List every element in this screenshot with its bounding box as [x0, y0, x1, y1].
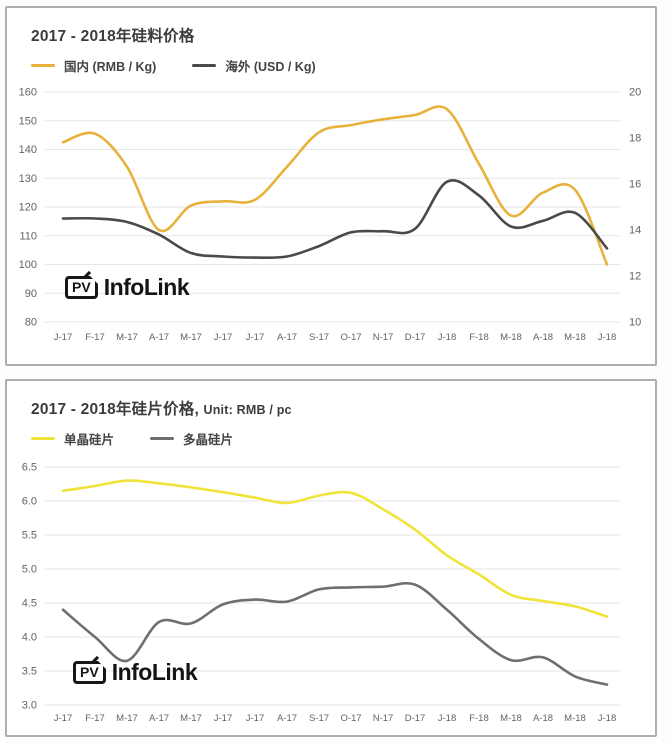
- y-axis-tick-left: 140: [19, 144, 37, 156]
- x-axis-tick: A-17: [277, 713, 297, 724]
- legend-label-overseas: 海外 (USD / Kg): [225, 60, 316, 74]
- x-axis-tick: M-18: [500, 713, 522, 724]
- x-axis-tick: M-18: [500, 332, 522, 343]
- y-axis-tick-right: 14: [629, 225, 641, 237]
- legend-item-overseas: 海外 (USD / Kg): [192, 56, 316, 75]
- chart2-title: 2017 - 2018年硅片价格, Unit: RMB / pc: [31, 397, 292, 419]
- y-axis-tick-left: 90: [25, 288, 37, 300]
- x-axis-tick: D-17: [405, 713, 426, 724]
- x-axis-tick: O-17: [340, 713, 361, 724]
- silicon-material-price-chart: 160 150 140 130 120 110 100 90 80 20 18 16 14 12 10 J-1…: [19, 87, 642, 344]
- y-axis-tick-left: 3.5: [22, 666, 37, 678]
- y-axis-tick-left: 80: [25, 317, 37, 329]
- x-axis-tick: S-17: [309, 713, 329, 724]
- pv-logo-icon: PV: [65, 276, 98, 299]
- silicon-wafer-price-chart: 6.5 6.0 5.5 5.0 4.5 4.0 3.5 3.0 J-17 F-17 M-17 A-17…: [22, 462, 621, 724]
- legend-label-mono-wafer: 单晶硅片: [64, 433, 115, 447]
- y-axis-tick-right: 18: [629, 133, 641, 145]
- legend-item-mono-wafer: 单晶硅片: [31, 429, 114, 448]
- chart2-legend: 单晶硅片 多晶硅片: [31, 429, 233, 448]
- legend-item-multi-wafer: 多晶硅片: [150, 429, 233, 448]
- y-axis-tick-left: 3.0: [22, 700, 37, 712]
- legend-item-domestic: 国内 (RMB / Kg): [31, 56, 156, 75]
- x-axis-tick: J-17: [54, 332, 72, 343]
- x-axis-tick: M-18: [564, 713, 586, 724]
- x-axis-tick: F-17: [85, 332, 105, 343]
- x-axis-tick: J-17: [246, 713, 264, 724]
- x-axis-tick: M-17: [180, 332, 202, 343]
- x-axis-tick: M-17: [116, 713, 138, 724]
- x-axis-tick: D-17: [405, 332, 426, 343]
- y-axis-tick-right: 10: [629, 317, 641, 329]
- y-axis-tick-left: 160: [19, 87, 37, 99]
- legend-swatch-mono-wafer: [31, 436, 55, 441]
- pvinfolink-logo-text: InfoLink: [103, 274, 190, 300]
- x-axis-tick: F-17: [85, 713, 105, 724]
- series-line: [61, 179, 609, 260]
- x-axis-tick: J-18: [598, 332, 616, 343]
- x-axis-tick: J-17: [246, 332, 264, 343]
- y-axis-tick-right: 12: [629, 271, 641, 283]
- series-line: [61, 105, 609, 266]
- x-axis-tick: J-17: [214, 713, 232, 724]
- x-axis-tick: N-17: [373, 332, 394, 343]
- y-axis-tick-right: 16: [629, 179, 641, 191]
- y-axis-tick-left: 4.0: [22, 632, 37, 644]
- x-axis-tick: A-17: [149, 332, 169, 343]
- y-axis-tick-left: 5.5: [22, 530, 37, 542]
- legend-swatch-overseas: [192, 63, 217, 68]
- y-axis-tick-left: 4.5: [22, 598, 37, 610]
- pv-logo-icon-2: PV: [73, 661, 106, 684]
- series-line: [61, 479, 609, 618]
- y-axis-tick-left: 110: [19, 230, 37, 242]
- x-axis-tick: J-18: [598, 713, 616, 724]
- x-axis-tick: N-17: [373, 713, 394, 724]
- x-axis-tick: M-17: [180, 713, 202, 724]
- x-axis-tick: F-18: [469, 332, 489, 343]
- series-line: [61, 581, 609, 686]
- x-axis-tick: J-18: [438, 332, 456, 343]
- pvinfolink-logo-text-2: InfoLink: [111, 659, 198, 685]
- x-axis-tick: J-17: [214, 332, 232, 343]
- chart2-title-unit: Unit: RMB / pc: [203, 403, 292, 417]
- panel-silicon-wafer-price: 2017 - 2018年硅片价格, Unit: RMB / pc 单晶硅片 多晶…: [5, 379, 657, 737]
- x-axis-tick: A-18: [533, 332, 553, 343]
- y-axis-tick-left: 150: [19, 115, 37, 127]
- x-axis-tick: J-18: [438, 713, 456, 724]
- legend-label-multi-wafer: 多晶硅片: [183, 433, 234, 447]
- legend-swatch-domestic: [31, 63, 55, 68]
- x-axis-tick: A-17: [149, 713, 169, 724]
- chart1-title: 2017 - 2018年硅料价格: [31, 28, 195, 45]
- y-axis-tick-right: 20: [629, 87, 641, 99]
- x-axis-tick: F-18: [469, 713, 489, 724]
- legend-swatch-multi-wafer: [150, 436, 175, 441]
- x-axis-tick: A-18: [533, 713, 553, 724]
- x-axis-tick: J-17: [54, 713, 72, 724]
- x-axis-tick: S-17: [309, 332, 329, 343]
- y-axis-tick-left: 130: [19, 173, 37, 185]
- pvinfolink-logo: PV InfoLink: [65, 274, 190, 301]
- y-axis-tick-left: 6.5: [22, 462, 37, 474]
- y-axis-tick-left: 6.0: [22, 496, 37, 508]
- x-axis-tick: M-18: [564, 332, 586, 343]
- y-axis-tick-left: 120: [19, 202, 37, 214]
- y-axis-tick-left: 5.0: [22, 564, 37, 576]
- pvinfolink-logo-2: PV InfoLink: [73, 659, 198, 686]
- x-axis-tick: O-17: [340, 332, 361, 343]
- legend-label-domestic: 国内 (RMB / Kg): [64, 60, 157, 74]
- x-axis-tick: M-17: [116, 332, 138, 343]
- panel-silicon-material-price: 2017 - 2018年硅料价格 国内 (RMB / Kg) 海外 (USD /…: [5, 6, 657, 366]
- y-axis-tick-left: 100: [19, 259, 37, 271]
- chart2-title-main: 2017 - 2018年硅片价格,: [31, 401, 199, 418]
- chart1-legend: 国内 (RMB / Kg) 海外 (USD / Kg): [31, 56, 316, 75]
- x-axis-tick: A-17: [277, 332, 297, 343]
